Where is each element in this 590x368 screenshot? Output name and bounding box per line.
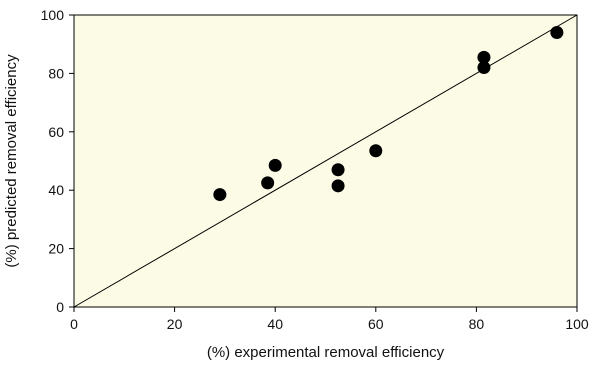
- data-point: [550, 26, 564, 40]
- x-axis-title: (%) experimental removal efficiency: [207, 344, 445, 361]
- data-point: [477, 61, 491, 75]
- y-tick-label: 100: [41, 7, 65, 23]
- data-point: [477, 50, 491, 64]
- x-tick-label: 0: [70, 316, 78, 332]
- reference-line-layer: [73, 14, 578, 308]
- y-tick-label: 60: [48, 124, 64, 140]
- y-axis-title: (%) predicted removal efficiency: [3, 54, 20, 268]
- y-tick-label: 0: [56, 299, 64, 315]
- y-tick-label: 40: [48, 182, 64, 198]
- x-tick-label: 60: [368, 316, 384, 332]
- x-tick-label: 40: [267, 316, 283, 332]
- data-points-layer: [213, 26, 564, 202]
- data-point: [268, 158, 282, 172]
- data-point: [261, 176, 275, 190]
- data-point: [369, 144, 383, 158]
- x-tick-label: 80: [469, 316, 485, 332]
- data-point: [331, 163, 345, 177]
- x-tick-label: 20: [167, 316, 183, 332]
- x-tick-label: 100: [565, 316, 589, 332]
- reference-line: [73, 14, 578, 308]
- data-point: [213, 188, 227, 202]
- data-point: [331, 179, 345, 193]
- y-tick-label: 20: [48, 241, 64, 257]
- y-tick-label: 80: [48, 65, 64, 81]
- axes-layer: 0 20 40 60 80 100 0 20 40 60 80 100: [41, 7, 589, 332]
